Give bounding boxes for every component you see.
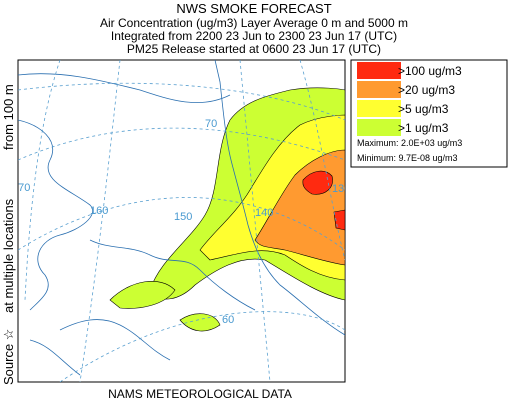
coastline [18,60,345,376]
side-text: from 100 m [1,84,16,150]
legend-minimum: Minimum: 9.7E-08 ug/m3 [357,153,458,163]
graticule-label: 130 [332,183,350,195]
map: 170 160 150 140 130 70 60 [12,59,350,383]
side-text: at multiple locations [1,198,16,313]
legend-swatch [357,119,401,136]
legend-label: >20 ug/m3 [398,83,455,97]
subtitle: PM25 Release started at 0600 23 Jun 17 (… [127,42,381,56]
smoke-level-1 [179,313,221,332]
side-label: Source ☆ at multiple locations from 100 … [1,84,16,385]
title: NWS SMOKE FORECAST [176,1,331,16]
graticule-label: 140 [255,207,273,219]
smoke-plume [109,87,345,332]
legend: >100 ug/m3 >20 ug/m3 >5 ug/m3 >1 ug/m3 Maxim… [350,59,508,168]
graticule-label: 60 [222,314,234,326]
legend-swatch [357,81,401,98]
legend-swatch [357,100,401,117]
subtitle: Air Concentration (ug/m3) Layer Average … [100,16,408,30]
subtitle: Integrated from 2200 23 Jun to 2300 23 J… [111,29,397,43]
graticule-label: 150 [174,211,192,223]
legend-label: >1 ug/m3 [398,121,449,135]
graticule [18,60,345,382]
side-text: Source ☆ [1,329,16,385]
legend-swatch [357,62,401,79]
legend-label: >5 ug/m3 [398,102,449,116]
graticule-label: 170 [12,182,30,194]
legend-maximum: Maximum: 2.0E+03 ug/m3 [357,138,462,148]
footer: NAMS METEOROLOGICAL DATA [108,387,292,401]
graticule-label: 70 [205,118,217,130]
legend-label: >100 ug/m3 [398,64,462,78]
smoke-level-4 [302,170,333,195]
smoke-level-1 [109,281,176,309]
graticule-label: 160 [90,205,108,217]
